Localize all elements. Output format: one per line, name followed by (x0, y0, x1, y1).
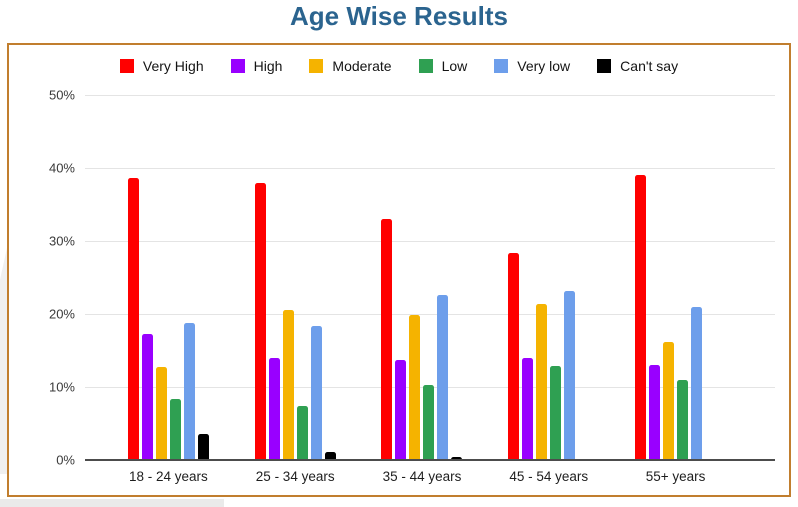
y-tick-label: 10% (48, 379, 75, 395)
y-tick-label: 50% (48, 87, 75, 103)
legend-label: Very High (142, 58, 204, 74)
x-axis-labels: 18 - 24 years 25 - 34 years 35 - 44 years 4… (105, 469, 739, 484)
bar (155, 366, 167, 460)
bar (324, 452, 336, 460)
bar (395, 360, 407, 460)
x-tick-label: 55+ years (645, 469, 706, 484)
x-axis-line (85, 459, 775, 461)
bar (451, 457, 463, 460)
y-tick-label: 30% (48, 233, 75, 249)
page-edge-artifact (0, 248, 7, 474)
legend-item: Very High (119, 58, 204, 74)
bar (169, 398, 181, 460)
plot-area: 18 - 24 years 25 - 34 years 35 - 44 years 4… (49, 88, 775, 484)
x-tick-label: 18 - 24 years (129, 469, 208, 484)
bottom-edge-artifact (0, 499, 224, 507)
bar (550, 365, 562, 460)
bar (649, 365, 661, 460)
legend-swatch (230, 59, 245, 73)
legend-swatch (494, 59, 509, 73)
y-tick-label: 40% (48, 160, 75, 176)
gridline (85, 95, 775, 96)
bar (254, 182, 266, 460)
bar-group (485, 95, 612, 460)
bar-group (232, 95, 359, 460)
legend-swatch (119, 59, 134, 73)
bar (663, 341, 675, 460)
legend-item: Can't say (597, 58, 678, 74)
bar (296, 406, 308, 460)
bar-clusters (105, 95, 739, 460)
bar (508, 252, 520, 460)
x-tick-label: 45 - 54 years (509, 469, 589, 484)
bar (127, 177, 139, 460)
gridline (85, 241, 775, 242)
y-tick-label: 0% (56, 452, 75, 468)
legend-label: Can't say (620, 58, 679, 74)
legend-label: Low (441, 58, 468, 74)
bar (691, 306, 703, 460)
legend-item: High (230, 58, 283, 74)
legend-swatch (597, 59, 612, 73)
bar-group (105, 95, 232, 460)
bar (564, 290, 576, 460)
bar (677, 379, 689, 460)
legend-item: Moderate (309, 58, 392, 74)
chart-legend: Very High High Moderate Low Very low Can't sa… (9, 58, 789, 74)
x-tick-label: 35 - 44 years (382, 469, 462, 484)
bar (409, 314, 421, 460)
bar (141, 333, 153, 460)
bar (197, 433, 209, 460)
legend-swatch (309, 59, 324, 73)
legend-label: Moderate (332, 58, 392, 74)
legend-label: High (253, 58, 283, 74)
y-tick-label: 20% (48, 306, 75, 322)
bar (183, 322, 195, 460)
bar (536, 303, 548, 460)
legend-label: Very low (517, 58, 571, 74)
bar-group (612, 95, 739, 460)
legend-item: Low (418, 58, 468, 74)
page-title: Age Wise Results (290, 1, 508, 31)
bar (635, 175, 647, 460)
legend-item: Very low (494, 58, 570, 74)
bar (437, 295, 449, 460)
bar (423, 384, 435, 460)
bar (381, 219, 393, 460)
chart-box: Very High High Moderate Low Very low Can't sa… (7, 43, 791, 497)
bar (522, 357, 534, 460)
gridline (85, 168, 775, 169)
legend-swatch (418, 59, 433, 73)
bar-group (359, 95, 486, 460)
bar (282, 310, 294, 460)
bar (310, 325, 322, 460)
bar (268, 357, 280, 460)
x-tick-label: 25 - 34 years (255, 469, 335, 484)
gridline (85, 314, 775, 315)
